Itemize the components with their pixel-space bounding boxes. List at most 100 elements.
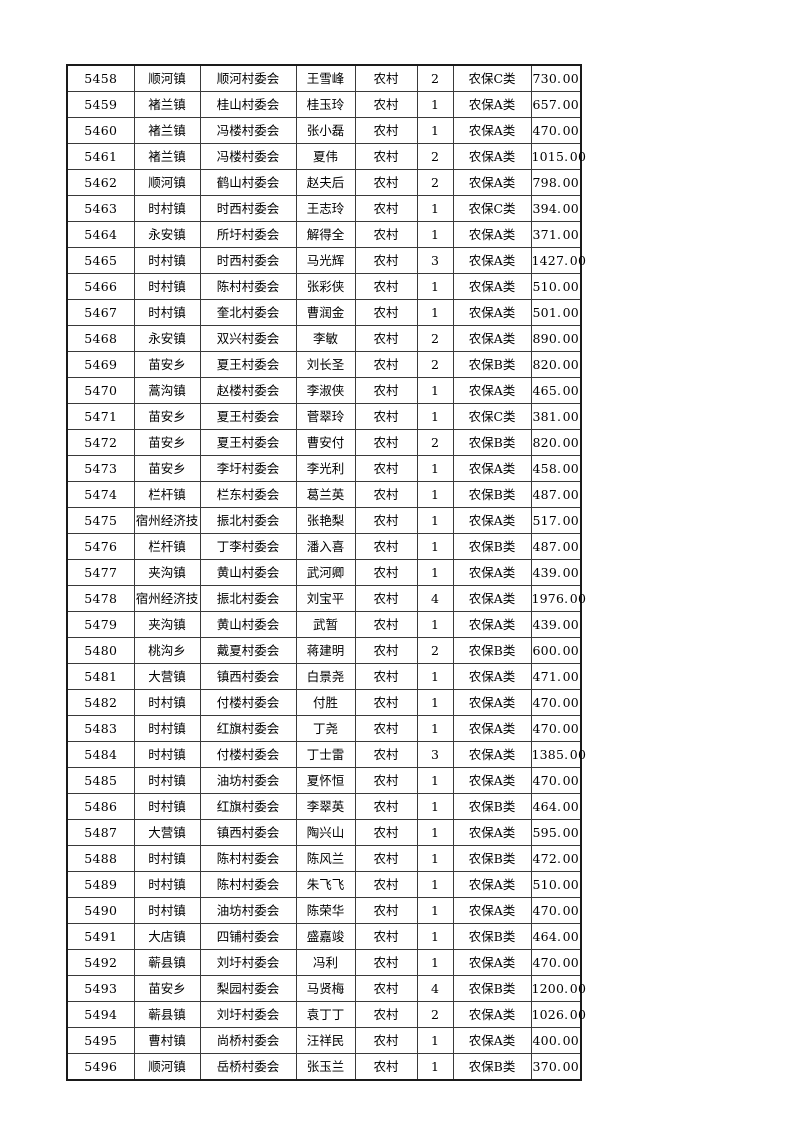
row-id: 5493 [66,975,135,1002]
row-category: 农保A类 [452,117,532,144]
table-row: 5491 大店镇 四铺村委会 盛嘉竣 农村 1 农保B类 464. 00 [66,923,582,950]
row-village: 夏王村委会 [199,429,297,456]
row-name: 朱飞飞 [295,871,356,898]
row-person-count: 1 [416,273,454,300]
row-category: 农保A类 [452,611,532,638]
row-category: 农保A类 [452,741,532,768]
row-id: 5461 [66,143,135,170]
row-id: 5470 [66,377,135,404]
table-row: 5465 时村镇 时西村委会 马光辉 农村 3 农保A类 1427. 00 [66,247,586,274]
row-category: 农保B类 [452,429,532,456]
row-category: 农保A类 [452,143,532,170]
row-person-count: 4 [416,585,454,612]
row-name: 潘入喜 [295,533,356,560]
row-id: 5463 [66,195,135,222]
row-amount: 890. 00 [530,325,582,352]
row-residence-type: 农村 [354,195,418,222]
row-residence-type: 农村 [354,325,418,352]
row-category: 农保A类 [452,663,532,690]
table-row: 5486 时村镇 红旗村委会 李翠英 农村 1 农保B类 464. 00 [66,793,582,820]
row-village: 振北村委会 [199,507,297,534]
table-row: 5468 永安镇 双兴村委会 李敏 农村 2 农保A类 890. 00 [66,325,582,352]
row-category: 农保A类 [452,325,532,352]
row-residence-type: 农村 [354,793,418,820]
row-person-count: 1 [416,1053,454,1081]
row-person-count: 2 [416,143,454,170]
row-category: 农保C类 [452,403,532,430]
row-amount: 1200. 00 [530,975,586,1002]
row-amount: 798. 00 [530,169,582,196]
row-id: 5468 [66,325,135,352]
row-residence-type: 农村 [354,585,418,612]
row-category: 农保B类 [452,975,532,1002]
row-name: 武暂 [295,611,356,638]
row-village: 赵楼村委会 [199,377,297,404]
row-name: 刘长圣 [295,351,356,378]
row-amount: 470. 00 [530,689,582,716]
row-village: 振北村委会 [199,585,297,612]
row-amount: 501. 00 [530,299,582,326]
row-residence-type: 农村 [354,715,418,742]
row-person-count: 1 [416,533,454,560]
row-village: 李圩村委会 [199,455,297,482]
row-town: 褚兰镇 [133,117,201,144]
row-residence-type: 农村 [354,429,418,456]
row-category: 农保A类 [452,871,532,898]
row-village: 栏东村委会 [199,481,297,508]
table-row: 5461 褚兰镇 冯楼村委会 夏伟 农村 2 农保A类 1015. 00 [66,143,586,170]
row-person-count: 1 [416,819,454,846]
row-amount: 730. 00 [530,64,582,92]
row-person-count: 1 [416,455,454,482]
row-residence-type: 农村 [354,64,418,92]
row-town: 栏杆镇 [133,533,201,560]
row-village: 夏王村委会 [199,403,297,430]
row-village: 付楼村委会 [199,741,297,768]
row-residence-type: 农村 [354,273,418,300]
row-amount: 458. 00 [530,455,582,482]
row-village: 鹤山村委会 [199,169,297,196]
row-name: 解得全 [295,221,356,248]
table-row: 5476 栏杆镇 丁李村委会 潘入喜 农村 1 农保B类 487. 00 [66,533,582,560]
row-town: 时村镇 [133,741,201,768]
row-person-count: 1 [416,871,454,898]
row-id: 5462 [66,169,135,196]
row-id: 5481 [66,663,135,690]
table-row: 5473 苗安乡 李圩村委会 李光利 农村 1 农保A类 458. 00 [66,455,582,482]
row-town: 时村镇 [133,247,201,274]
row-residence-type: 农村 [354,741,418,768]
row-village: 尚桥村委会 [199,1027,297,1054]
row-category: 农保A类 [452,377,532,404]
table-row: 5482 时村镇 付楼村委会 付胜 农村 1 农保A类 470. 00 [66,689,582,716]
row-category: 农保A类 [452,91,532,118]
row-amount: 657. 00 [530,91,582,118]
row-id: 5460 [66,117,135,144]
row-town: 夹沟镇 [133,611,201,638]
row-id: 5480 [66,637,135,664]
row-town: 时村镇 [133,195,201,222]
row-person-count: 1 [416,689,454,716]
table-row: 5493 苗安乡 梨园村委会 马贤梅 农村 4 农保B类 1200. 00 [66,975,586,1002]
row-town: 时村镇 [133,845,201,872]
table-row: 5483 时村镇 红旗村委会 丁尧 农村 1 农保A类 470. 00 [66,715,582,742]
row-category: 农保A类 [452,299,532,326]
row-village: 陈村村委会 [199,845,297,872]
row-person-count: 1 [416,611,454,638]
row-residence-type: 农村 [354,897,418,924]
row-person-count: 1 [416,299,454,326]
table-row: 5463 时村镇 时西村委会 王志玲 农村 1 农保C类 394. 00 [66,195,582,222]
row-residence-type: 农村 [354,767,418,794]
row-residence-type: 农村 [354,637,418,664]
row-residence-type: 农村 [354,611,418,638]
row-id: 5491 [66,923,135,950]
row-residence-type: 农村 [354,455,418,482]
row-town: 褚兰镇 [133,91,201,118]
row-category: 农保A类 [452,689,532,716]
row-village: 刘圩村委会 [199,1001,297,1028]
row-category: 农保A类 [452,1027,532,1054]
row-id: 5494 [66,1001,135,1028]
table-row: 5474 栏杆镇 栏东村委会 葛兰英 农村 1 农保B类 487. 00 [66,481,582,508]
table-row: 5471 苗安乡 夏王村委会 菅翠玲 农村 1 农保C类 381. 00 [66,403,582,430]
row-id: 5478 [66,585,135,612]
row-village: 镇西村委会 [199,819,297,846]
row-residence-type: 农村 [354,1053,418,1081]
